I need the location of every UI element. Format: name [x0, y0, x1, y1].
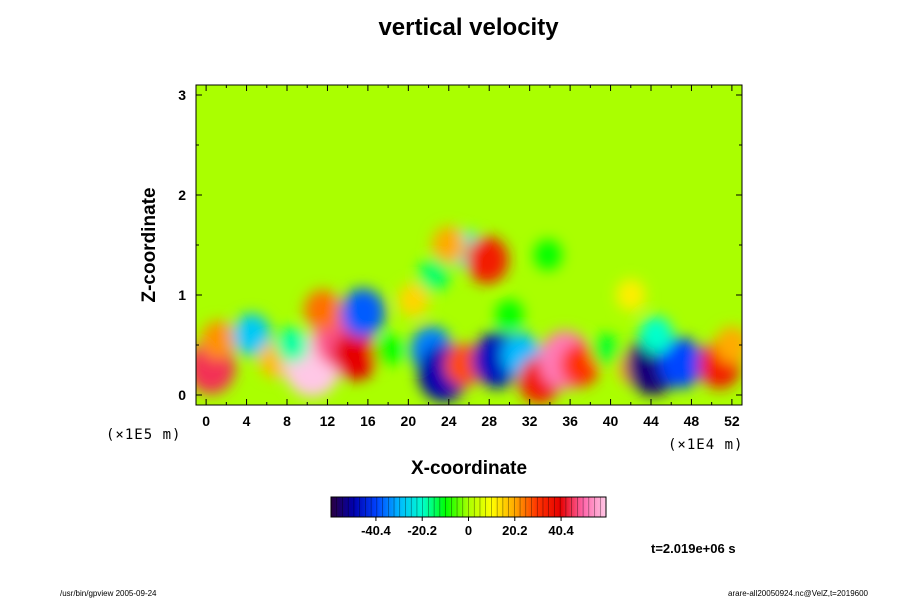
field-feature-32	[495, 299, 524, 331]
x-tick-label: 40	[603, 413, 619, 429]
x-tick-label: 4	[243, 413, 251, 429]
field-feature-31	[616, 279, 646, 311]
field-feature-2	[232, 313, 271, 357]
field-feature-1	[200, 320, 236, 360]
field-feature-9	[374, 334, 403, 366]
y-tick-label: 0	[178, 387, 186, 403]
colorbar-ticks: -40.4 -20.2 0 20.2 40.4	[330, 497, 607, 538]
field-feature-26	[431, 226, 466, 264]
time-stamp: t=2.019e+06 s	[651, 541, 736, 556]
field-feature-33	[639, 316, 673, 354]
x-tick-label: 28	[481, 413, 497, 429]
field-feature-30	[533, 239, 562, 271]
x-axis: 0 4 8 12 16 20 24 28 32 36 40 44 48 52	[202, 85, 740, 429]
y-axis: 0 1 2 3	[178, 87, 742, 403]
field-feature-23	[714, 326, 742, 364]
x-axis-label: X-coordinate	[410, 458, 528, 479]
field-feature-18	[590, 334, 621, 366]
colorbar-tick-label: 20.2	[502, 523, 527, 538]
x-tick-label: 32	[522, 413, 538, 429]
field-feature-28	[340, 288, 385, 338]
y-axis-unit: (×1E5 m)	[106, 427, 182, 443]
field-feature-6	[333, 329, 379, 381]
chart-title: vertical velocity	[378, 14, 559, 41]
field-feature-8	[275, 327, 309, 363]
field-features	[196, 226, 742, 404]
x-tick-label: 20	[401, 413, 417, 429]
footer-left: /usr/bin/gpview 2005-09-24	[60, 589, 157, 598]
velocity-field	[196, 85, 742, 405]
footer-right: arare-all20050924.nc@VelZ,t=2019600	[728, 589, 868, 598]
field-feature-27	[418, 258, 450, 292]
x-tick-label: 36	[562, 413, 578, 429]
colorbar-tick-label: -40.4	[361, 523, 391, 538]
y-tick-label: 1	[178, 287, 186, 303]
y-tick-label: 2	[178, 187, 186, 203]
colorbar-tick-label: -20.2	[407, 523, 437, 538]
colorbar-tick-label: 0	[465, 523, 472, 538]
x-axis-unit: (×1E4 m)	[668, 437, 744, 453]
colorbar-tick-label: 40.4	[548, 523, 574, 538]
field-feature-29	[397, 283, 429, 317]
x-tick-label: 16	[360, 413, 376, 429]
x-tick-label: 8	[283, 413, 291, 429]
x-tick-label: 48	[684, 413, 700, 429]
x-tick-label: 24	[441, 413, 457, 429]
field-feature-25	[465, 236, 509, 284]
x-tick-label: 12	[320, 413, 336, 429]
x-tick-label: 44	[643, 413, 659, 429]
field-feature-21	[658, 337, 705, 389]
x-tick-label: 0	[202, 413, 210, 429]
x-tick-label: 52	[724, 413, 740, 429]
field-feature-17	[560, 343, 601, 387]
y-tick-label: 3	[178, 87, 186, 103]
field-feature-7	[304, 289, 341, 331]
